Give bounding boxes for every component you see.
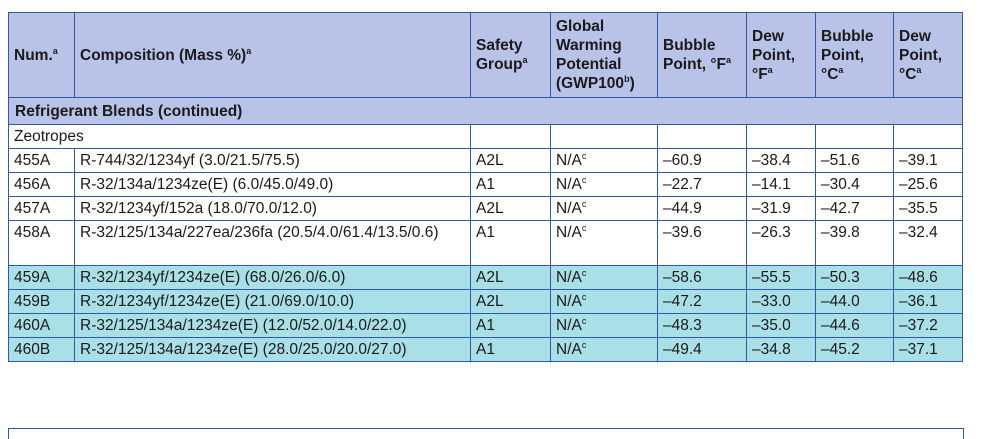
table-row: 458A R-32/125/134a/227ea/236fa (20.5/4.0/… [8,220,963,266]
cell-bp-f: –48.3 [657,313,747,338]
header-row: Num.a Composition (Mass %)a Safety Groupa G… [8,12,963,98]
cell-dp-c: –48.6 [893,265,963,290]
section-label: Zeotropes [8,124,471,149]
cell-comp: R-32/1234yf/152a (18.0/70.0/12.0) [74,196,471,221]
header-dew-point-c: Dew Point, °Ca [893,12,963,98]
cell-safety: A1 [470,337,551,362]
table-row: 457A R-32/1234yf/152a (18.0/70.0/12.0) A2L… [8,196,963,221]
cell-bp-c: –50.3 [815,265,894,290]
cell-dp-f: –55.5 [746,265,816,290]
cell-gwp: N/Ac [550,220,658,266]
cell-comp: R-32/1234yf/1234ze(E) (21.0/69.0/10.0) [74,289,471,314]
cell-safety: A2L [470,289,551,314]
cell-dp-c: –37.2 [893,313,963,338]
cell-bp-c: –30.4 [815,172,894,197]
header-bubble-point-c: Bubble Point, °Ca [815,12,894,98]
table-row: 460B R-32/125/134a/1234ze(E) (28.0/25.0/2… [8,337,963,362]
header-safety-group: Safety Groupa [470,12,551,98]
cell-bp-f: –60.9 [657,148,747,173]
header-bubble-point-f: Bubble Point, °Fa [657,12,747,98]
cell-dp-f: –38.4 [746,148,816,173]
cell-gwp: N/Ac [550,337,658,362]
cell-safety: A2L [470,148,551,173]
table-row: 459A R-32/1234yf/1234ze(E) (68.0/26.0/6.0… [8,265,963,290]
cell-num: 460B [8,337,75,362]
cell-gwp: N/Ac [550,148,658,173]
cell-dp-f: –34.8 [746,337,816,362]
cell-bp-f: –47.2 [657,289,747,314]
cell-comp: R-32/125/134a/227ea/236fa (20.5/4.0/61.4… [74,220,471,266]
cell-bp-c: –44.0 [815,289,894,314]
cell-comp: R-32/1234yf/1234ze(E) (68.0/26.0/6.0) [74,265,471,290]
cell-comp: R-32/125/134a/1234ze(E) (28.0/25.0/20.0/… [74,337,471,362]
cell-num: 459A [8,265,75,290]
cell-bp-f: –49.4 [657,337,747,362]
table-title-row: Refrigerant Blends (continued) [8,97,963,125]
cell-dp-f: –14.1 [746,172,816,197]
cell-safety: A2L [470,196,551,221]
cell-comp: R-32/134a/1234ze(E) (6.0/45.0/49.0) [74,172,471,197]
cell-dp-c: –35.5 [893,196,963,221]
cell-dp-c: –32.4 [893,220,963,266]
cell-dp-f: –35.0 [746,313,816,338]
table-row: 455A R-744/32/1234yf (3.0/21.5/75.5) A2L N/… [8,148,963,173]
cell-bp-c: –42.7 [815,196,894,221]
cell-comp: R-744/32/1234yf (3.0/21.5/75.5) [74,148,471,173]
cell-num: 457A [8,196,75,221]
cell-num: 459B [8,289,75,314]
cell-bp-c: –39.8 [815,220,894,266]
cell-gwp: N/Ac [550,289,658,314]
cell-safety: A1 [470,220,551,266]
table-row: 459B R-32/1234yf/1234ze(E) (21.0/69.0/10.… [8,289,963,314]
cell-dp-f: –33.0 [746,289,816,314]
table-row: 460A R-32/125/134a/1234ze(E) (12.0/52.0/1… [8,313,963,338]
cell-bp-c: –51.6 [815,148,894,173]
cell-num: 455A [8,148,75,173]
table-title: Refrigerant Blends (continued) [8,97,963,125]
cell-dp-c: –39.1 [893,148,963,173]
cell-dp-c: –25.6 [893,172,963,197]
cell-bp-f: –58.6 [657,265,747,290]
header-num: Num.a [8,12,75,98]
cell-safety: A1 [470,172,551,197]
cell-gwp: N/Ac [550,172,658,197]
cell-dp-c: –36.1 [893,289,963,314]
cell-bp-c: –45.2 [815,337,894,362]
cell-bp-c: –44.6 [815,313,894,338]
cell-dp-f: –31.9 [746,196,816,221]
cell-num: 458A [8,220,75,266]
header-gwp: Global Warming Potential (GWP100b) [550,12,658,98]
cell-bp-f: –22.7 [657,172,747,197]
cell-gwp: N/Ac [550,196,658,221]
table-body: Zeotropes 455A R-744/32/1234yf (3.0/21.5/… [8,124,963,362]
cell-comp: R-32/125/134a/1234ze(E) (12.0/52.0/14.0/… [74,313,471,338]
cell-dp-c: –37.1 [893,337,963,362]
header-dew-point-f: Dew Point, °Fa [746,12,816,98]
cell-safety: A2L [470,265,551,290]
cell-gwp: N/Ac [550,313,658,338]
cell-num: 456A [8,172,75,197]
header-composition: Composition (Mass %)a [74,12,471,98]
cell-num: 460A [8,313,75,338]
cell-dp-f: –26.3 [746,220,816,266]
cell-gwp: N/Ac [550,265,658,290]
section-row: Zeotropes [8,124,963,149]
table-row: 456A R-32/134a/1234ze(E) (6.0/45.0/49.0) A… [8,172,963,197]
cell-bp-f: –44.9 [657,196,747,221]
refrigerant-blends-table: Refrigerant Blends (continued) Num.a Comp… [8,12,963,362]
next-table-edge [8,428,964,439]
cell-bp-f: –39.6 [657,220,747,266]
cell-safety: A1 [470,313,551,338]
